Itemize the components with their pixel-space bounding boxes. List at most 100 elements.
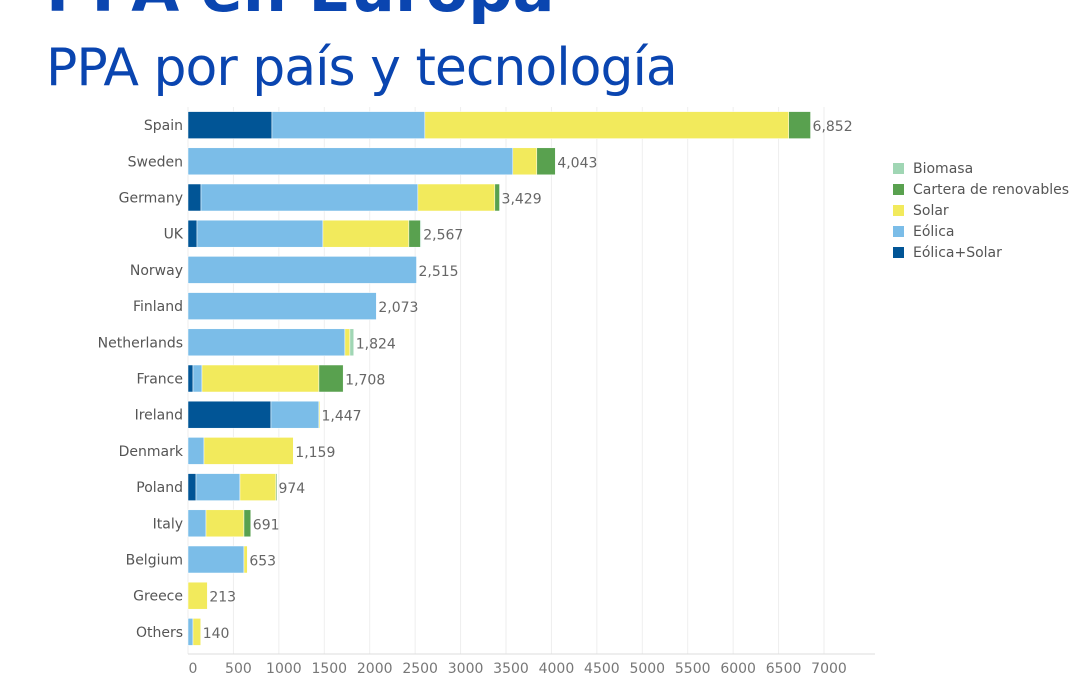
x-tick-label: 500	[225, 661, 252, 675]
x-tick-label: 7000	[811, 661, 847, 675]
category-label: Italy	[153, 516, 183, 532]
bar-segment-cartera-de-renovables	[243, 509, 252, 538]
bar-segment-solar	[318, 400, 321, 429]
bar-segment-cartera-de-renovables	[408, 219, 421, 248]
x-tick-label: 2000	[357, 661, 393, 675]
bar-segment-e-lica	[187, 618, 194, 646]
total-label: 653	[249, 554, 276, 570]
bar-segment-biomasa	[420, 219, 422, 248]
x-tick-label: 6000	[720, 661, 756, 675]
x-tick-label: 5500	[675, 661, 711, 675]
total-label: 974	[278, 481, 305, 497]
x-tick-label: 0	[189, 661, 198, 675]
legend-item: Cartera de renovables	[893, 179, 1069, 200]
total-label: 1,708	[345, 373, 385, 389]
total-label: 1,824	[356, 336, 396, 352]
bar-segment-e-lica-solar	[187, 364, 194, 393]
legend-swatch	[893, 205, 904, 216]
category-label: Greece	[133, 589, 183, 605]
bar-segment-e-lica-solar	[187, 219, 198, 248]
legend-label: Solar	[913, 202, 949, 219]
bar-segment-e-lica	[187, 256, 417, 284]
total-label: 2,515	[419, 264, 459, 280]
total-label: 691	[253, 517, 280, 533]
total-label: 1,159	[295, 445, 335, 461]
total-label: 6,852	[813, 119, 853, 135]
legend-swatch	[893, 226, 904, 237]
bar-segment-e-lica	[187, 328, 346, 357]
category-label: Poland	[136, 480, 183, 496]
bar-segment-solar	[192, 618, 201, 646]
bar-segment-cartera-de-renovables	[536, 147, 556, 176]
legend-label: Eólica	[913, 223, 955, 240]
x-tick-label: 4500	[584, 661, 620, 675]
bar-segment-e-lica-solar	[187, 400, 272, 429]
bar-segment-solar	[344, 328, 351, 357]
x-tick-label: 6500	[766, 661, 802, 675]
category-label: Denmark	[119, 444, 184, 460]
bar-segment-e-lica	[270, 400, 320, 429]
bar-segment-e-lica	[187, 147, 514, 176]
x-tick-label: 3500	[493, 661, 529, 675]
bar-segment-e-lica	[187, 509, 207, 538]
bar-segment-cartera-de-renovables	[275, 473, 278, 501]
category-label: Ireland	[135, 408, 183, 424]
bar-segment-biomasa	[349, 328, 354, 357]
total-label: 4,043	[557, 155, 597, 171]
bar-segment-solar	[205, 509, 245, 538]
bar-segment-e-lica	[187, 292, 377, 320]
legend-label: Eólica+Solar	[913, 244, 1002, 261]
category-label: France	[136, 372, 183, 388]
bar-segment-e-lica	[187, 437, 205, 465]
bar-segment-solar	[201, 364, 320, 393]
category-label: Finland	[133, 299, 183, 315]
legend-swatch	[893, 184, 904, 195]
legend-item: Solar	[893, 200, 1069, 221]
bar-segment-solar	[424, 111, 789, 139]
bar-segment-solar	[322, 219, 410, 248]
total-label: 1,447	[321, 409, 361, 425]
bar-segment-cartera-de-renovables	[788, 111, 811, 139]
category-label: UK	[164, 227, 184, 243]
bar-segment-solar	[512, 147, 538, 176]
legend-item: Biomasa	[893, 158, 1069, 179]
chart-subtitle: PPA por país y tecnología	[46, 38, 678, 98]
total-label: 140	[203, 626, 230, 642]
legend-item: Eólica+Solar	[893, 242, 1069, 263]
page-title: PPA en Europa	[46, 0, 554, 21]
bar-segment-e-lica	[271, 111, 426, 139]
total-label: 2,073	[378, 300, 418, 316]
bar-segment-cartera-de-renovables	[318, 364, 344, 393]
bar-segment-e-lica	[200, 183, 419, 212]
total-label: 213	[209, 590, 236, 606]
category-label: Sweden	[128, 154, 183, 170]
category-label: Norway	[130, 263, 183, 279]
category-label: Belgium	[126, 553, 183, 569]
x-tick-label: 1000	[266, 661, 302, 675]
bar-segment-e-lica-solar	[187, 473, 197, 501]
bar-segment-solar	[203, 437, 294, 465]
x-tick-label: 2500	[402, 661, 438, 675]
category-label: Spain	[144, 118, 183, 134]
legend: Biomasa Cartera de renovables Solar Eólica E…	[893, 158, 1069, 263]
bar-segment-e-lica	[192, 364, 203, 393]
bar-segment-cartera-de-renovables	[494, 183, 500, 212]
bar-segment-solar	[239, 473, 277, 501]
legend-swatch	[893, 163, 904, 174]
total-label: 3,429	[502, 192, 542, 208]
legend-item: Eólica	[893, 221, 1069, 242]
x-tick-label: 4000	[539, 661, 575, 675]
bar-segment-e-lica	[195, 473, 241, 501]
category-label: Germany	[119, 191, 183, 207]
category-label: Netherlands	[98, 335, 183, 351]
x-tick-label: 5000	[629, 661, 665, 675]
x-tick-label: 1500	[311, 661, 347, 675]
total-label: 2,567	[423, 228, 463, 244]
x-tick-label: 3000	[448, 661, 484, 675]
bar-segment-e-lica	[196, 219, 324, 248]
legend-label: Biomasa	[913, 160, 974, 177]
bar-segment-solar	[243, 545, 248, 574]
bar-segment-e-lica-solar	[187, 183, 202, 212]
bar-segment-solar	[187, 581, 208, 610]
